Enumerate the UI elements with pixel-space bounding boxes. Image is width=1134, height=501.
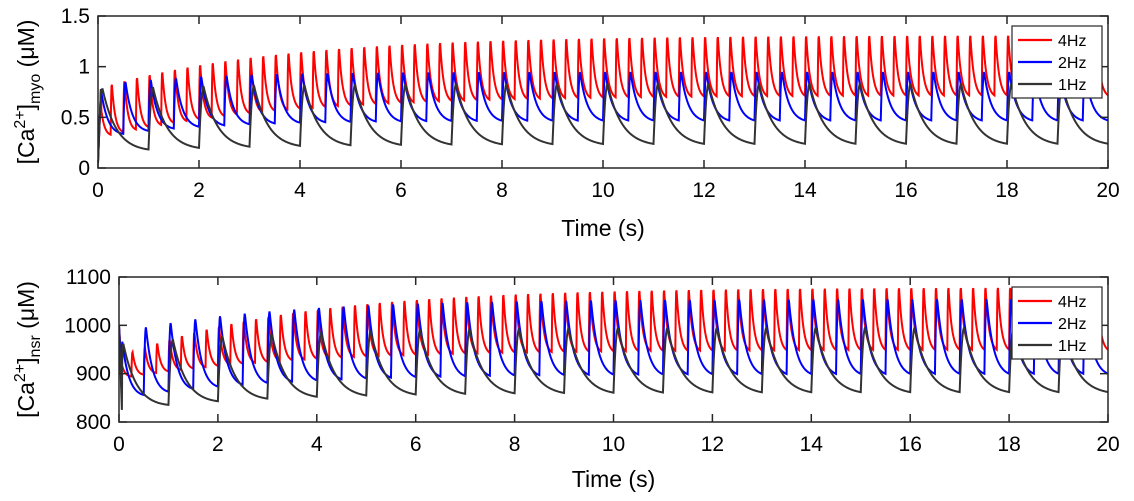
x-tick-label: 14	[800, 433, 824, 456]
x-tick-label: 18	[995, 179, 1018, 202]
x-tick-label: 6	[410, 433, 422, 456]
x-tick-label: 2	[212, 433, 224, 456]
y-tick-label: 1100	[66, 266, 111, 289]
x-tick-label: 8	[496, 179, 508, 202]
x-tick-label: 4	[294, 179, 306, 202]
x-tick-label: 20	[1096, 179, 1119, 202]
x-tick-label: 10	[602, 433, 625, 456]
y-tick-label: 0	[78, 157, 90, 180]
x-tick-label: 10	[591, 179, 614, 202]
series-line-1Hz	[119, 325, 1108, 410]
series-line-1Hz	[98, 83, 1108, 163]
x-tick-label: 0	[92, 179, 104, 202]
y-tick-label: 900	[76, 363, 111, 386]
x-axis-label: Time (s)	[561, 215, 644, 241]
legend-label-2Hz: 2Hz	[1058, 55, 1086, 72]
x-axis-label: Time (s)	[572, 466, 655, 492]
legend: 4Hz 2Hz 1Hz	[1011, 25, 1103, 99]
series-line-2Hz	[98, 71, 1108, 163]
chart-panel-1: 0 2 4 6 8 10 12 14 16 18 20 0 0.5 1 1.5 Time (s) [Ca2+]m…	[12, 5, 1120, 241]
x-tick-label: 4	[311, 433, 323, 456]
x-tick-label: 0	[113, 433, 125, 456]
x-tick-label: 12	[692, 179, 715, 202]
y-tick-label: 1.5	[61, 5, 90, 28]
x-tick-label: 12	[701, 433, 724, 456]
legend-label-1Hz: 1Hz	[1058, 338, 1086, 355]
y-axis-label: [Ca2+]nsr (μM)	[12, 281, 44, 418]
legend: 4Hz 2Hz 1Hz	[1011, 286, 1103, 360]
y-tick-label: 1	[78, 56, 90, 79]
legend-label-4Hz: 4Hz	[1058, 294, 1086, 311]
y-tick-label: 800	[76, 411, 111, 434]
y-tick-label: 1000	[64, 314, 111, 337]
x-tick-label: 6	[395, 179, 407, 202]
x-tick-label: 2	[193, 179, 205, 202]
legend-label-1Hz: 1Hz	[1058, 77, 1086, 94]
chart-panel-2: 0 2 4 6 8 10 12 14 16 18 20 800 900 1000 1100 Time (s) […	[12, 266, 1120, 492]
y-tick-label: 0.5	[61, 106, 90, 129]
x-tick-label: 16	[894, 179, 917, 202]
y-axis-label: [Ca2+]myo (μM)	[12, 20, 44, 165]
x-tick-label: 20	[1096, 433, 1119, 456]
x-tick-label: 18	[997, 433, 1020, 456]
x-tick-label: 16	[899, 433, 922, 456]
x-tick-label: 8	[509, 433, 521, 456]
x-tick-label: 14	[793, 179, 817, 202]
legend-label-4Hz: 4Hz	[1058, 33, 1086, 50]
legend-label-2Hz: 2Hz	[1058, 316, 1086, 333]
